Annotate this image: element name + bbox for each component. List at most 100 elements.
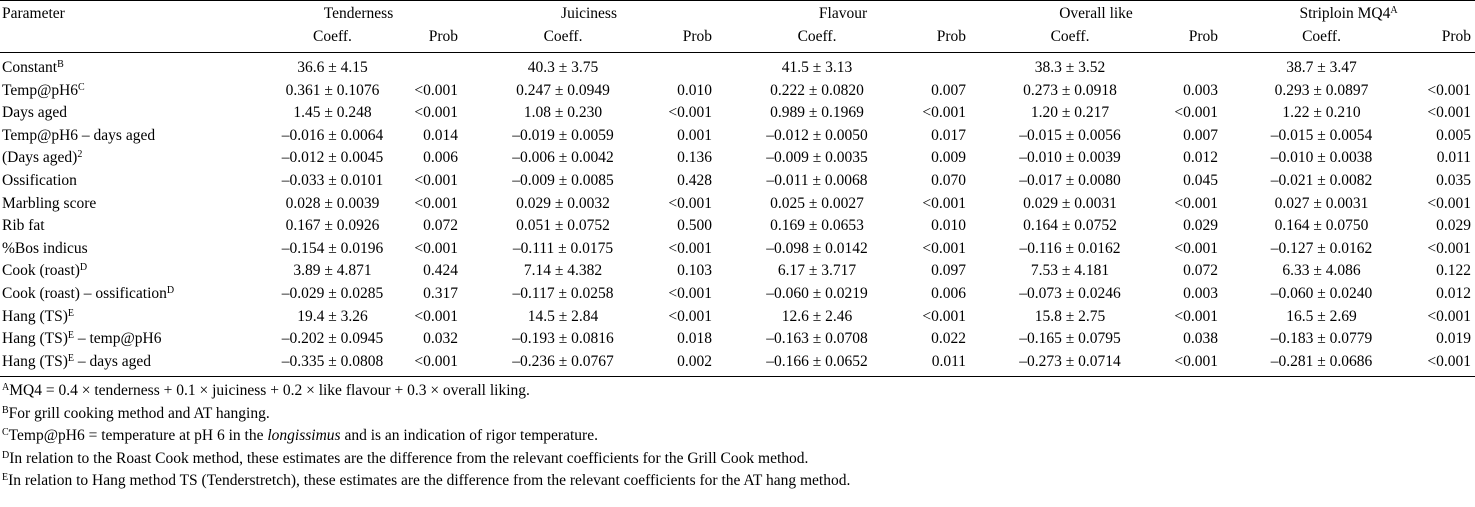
group-header-label: Tenderness xyxy=(323,5,394,22)
footnote-marker: C xyxy=(78,81,85,93)
prob-cell: <0.001 xyxy=(1174,239,1219,257)
subheader-row: Coeff. Prob Coeff. Prob Coeff. Prob Coeff. Prob… xyxy=(0,25,1475,53)
prob-cell: <0.001 xyxy=(1427,194,1472,212)
prob-header: Prob xyxy=(1421,25,1475,53)
table-row: Hang (TS)E – temp@pH6 –0.202 ± 0.0945 0.03… xyxy=(0,328,1475,351)
parameter-label: Temp@pH6 – days aged xyxy=(2,126,156,144)
coeff-cell: –0.163 ± 0.0708 xyxy=(766,330,868,348)
prob-cell: 0.007 xyxy=(1183,126,1219,144)
parameter-cell: Ossification xyxy=(0,170,255,193)
prob-cell: <0.001 xyxy=(668,194,713,212)
coeff-cell: –0.016 ± 0.0064 xyxy=(281,126,384,144)
prob-cell: 0.097 xyxy=(931,262,967,280)
footnote-marker: E xyxy=(2,471,9,483)
parameter-cell: Temp@pH6C xyxy=(0,80,255,103)
coeff-cell: –0.236 ± 0.0767 xyxy=(512,352,614,370)
group-header-row: Parameter Tenderness Juiciness Flavour Overa… xyxy=(0,1,1475,26)
prob-cell: <0.001 xyxy=(414,352,459,370)
prob-cell: <0.001 xyxy=(922,307,967,325)
footnote-text: MQ4 = 0.4 × tenderness + 0.1 × juiciness… xyxy=(9,382,530,400)
prob-cell: 0.072 xyxy=(1183,262,1219,280)
coeff-cell: –0.015 ± 0.0056 xyxy=(1019,126,1121,144)
coeff-cell: 0.273 ± 0.0918 xyxy=(1023,81,1117,99)
coeff-cell: 0.164 ± 0.0750 xyxy=(1274,217,1369,235)
prob-cell: 0.045 xyxy=(1183,171,1219,189)
prob-cell: 0.014 xyxy=(423,126,459,144)
table-row: Hang (TS)E – days aged –0.335 ± 0.0808 <0.… xyxy=(0,351,1475,377)
group-header-label: Juiciness xyxy=(561,5,617,22)
footnote: EIn relation to Hang method TS (Tenderst… xyxy=(2,470,1475,492)
prob-header: Prob xyxy=(664,25,717,53)
prob-cell: <0.001 xyxy=(922,194,967,212)
footnote-text: In relation to the Roast Cook method, th… xyxy=(9,449,809,467)
table-row: Temp@pH6 – days aged –0.016 ± 0.0064 0.014… xyxy=(0,125,1475,148)
coeff-cell: 1.20 ± 0.217 xyxy=(1030,104,1110,122)
parameter-label: Hang (TS) xyxy=(2,330,68,348)
coeff-cell: –0.029 ± 0.0285 xyxy=(281,284,384,302)
prob-cell: 0.002 xyxy=(677,352,713,370)
prob-cell: <0.001 xyxy=(1427,104,1472,122)
table-row: Marbling score 0.028 ± 0.0039 <0.001 0.029 … xyxy=(0,193,1475,216)
prob-cell: <0.001 xyxy=(1427,239,1472,257)
prob-cell: <0.001 xyxy=(1427,352,1472,370)
parameter-label: Rib fat xyxy=(2,217,45,235)
prob-header: Prob xyxy=(1170,25,1223,53)
coeff-cell: 12.6 ± 2.46 xyxy=(781,307,853,325)
prob-cell: 0.011 xyxy=(931,352,967,370)
prob-cell: <0.001 xyxy=(414,194,459,212)
group-header-label: Striploin MQ4 xyxy=(1299,5,1391,22)
coeff-cell: –0.073 ± 0.0246 xyxy=(1019,284,1121,302)
coeff-cell: 0.025 ± 0.0027 xyxy=(770,194,864,212)
coeff-cell: 0.361 ± 0.1076 xyxy=(285,81,380,99)
coeff-cell: 1.22 ± 0.210 xyxy=(1282,104,1361,122)
prob-cell: 0.428 xyxy=(677,171,713,189)
coeff-cell: –0.273 ± 0.0714 xyxy=(1019,352,1121,370)
coeff-cell: 0.164 ± 0.0752 xyxy=(1023,217,1117,235)
prob-cell: 0.001 xyxy=(677,126,713,144)
prob-cell: <0.001 xyxy=(414,171,459,189)
footnote: CTemp@pH6 = temperature at pH 6 in the l… xyxy=(2,425,1475,447)
group-header: Overall like xyxy=(970,1,1222,26)
footnote-text: longissimus xyxy=(267,427,341,445)
prob-cell: 0.007 xyxy=(931,81,967,99)
prob-cell: <0.001 xyxy=(1174,194,1219,212)
coeff-cell: 1.45 ± 0.248 xyxy=(293,104,372,122)
parameter-label-suffix: – temp@pH6 xyxy=(73,330,162,348)
parameter-cell: Rib fat xyxy=(0,215,255,238)
coeff-cell: 6.17 ± 3.717 xyxy=(777,262,857,280)
footnote-marker: A xyxy=(2,382,10,394)
coeff-cell: –0.009 ± 0.0085 xyxy=(512,171,614,189)
prob-cell: 0.029 xyxy=(1436,217,1472,235)
coeff-cell: 7.14 ± 4.382 xyxy=(523,262,603,280)
coeff-header: Coeff. xyxy=(462,25,665,53)
parameter-label: Ossification xyxy=(2,171,77,189)
coeff-cell: 38.3 ± 3.52 xyxy=(1034,59,1106,76)
prob-cell: 0.122 xyxy=(1436,262,1472,280)
parameter-cell: Cook (roast)D xyxy=(0,260,255,283)
group-header: Striploin MQ4A xyxy=(1222,1,1475,26)
prob-cell: <0.001 xyxy=(668,239,713,257)
prob-cell: 0.003 xyxy=(1183,81,1219,99)
prob-cell: 0.022 xyxy=(931,330,967,348)
group-header: Flavour xyxy=(716,1,970,26)
coeff-header: Coeff. xyxy=(1222,25,1422,53)
coeff-cell: 36.6 ± 4.15 xyxy=(297,59,368,76)
footnote-text: and is an indication of rigor temperatur… xyxy=(340,427,598,445)
coeff-cell: 6.33 ± 4.086 xyxy=(1282,262,1361,280)
table-header: Parameter Tenderness Juiciness Flavour Overa… xyxy=(0,1,1475,53)
coeff-cell: 1.08 ± 0.230 xyxy=(523,104,603,122)
coeff-cell: 3.89 ± 4.871 xyxy=(293,262,372,280)
parameter-cell: Hang (TS)E – days aged xyxy=(0,351,255,377)
footnotes: AMQ4 = 0.4 × tenderness + 0.1 × juicines… xyxy=(0,377,1475,492)
table-row: Temp@pH6C 0.361 ± 0.1076 <0.001 0.247 ± 0.0… xyxy=(0,80,1475,103)
prob-cell: <0.001 xyxy=(1174,307,1219,325)
coeff-cell: –0.335 ± 0.0808 xyxy=(281,352,384,370)
coefficients-table: Parameter Tenderness Juiciness Flavour Overa… xyxy=(0,0,1475,378)
coeff-cell: –0.010 ± 0.0039 xyxy=(1019,149,1121,167)
parameter-label: Cook (roast) xyxy=(2,262,80,280)
prob-cell: <0.001 xyxy=(414,239,459,257)
table-row: Ossification –0.033 ± 0.0101 <0.001 –0.009 … xyxy=(0,170,1475,193)
parameter-label: Constant xyxy=(2,59,58,76)
coeff-cell: –0.021 ± 0.0082 xyxy=(1270,171,1373,189)
prob-cell: <0.001 xyxy=(922,239,967,257)
